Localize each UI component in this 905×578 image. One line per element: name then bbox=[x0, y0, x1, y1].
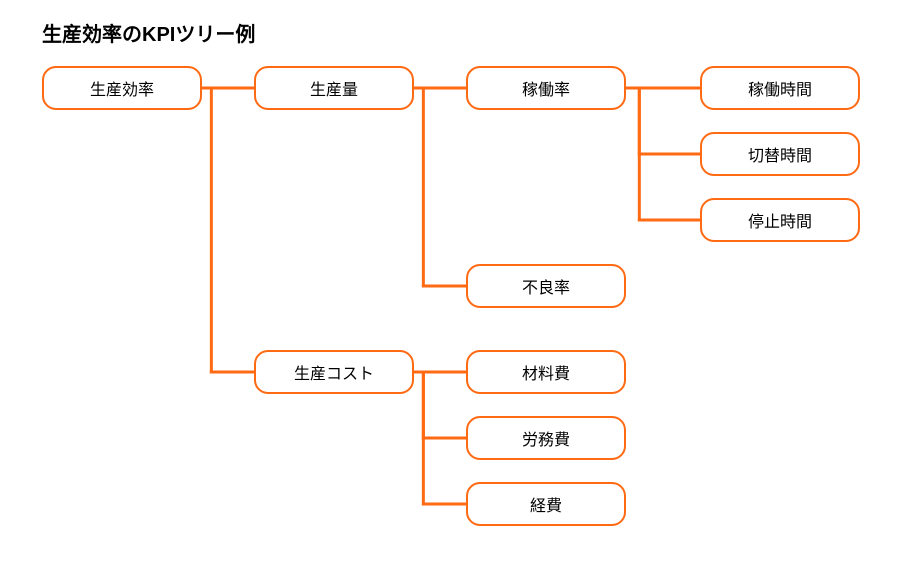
tree-node-label: 生産効率 bbox=[90, 76, 154, 100]
tree-node-stop: 停止時間 bbox=[700, 198, 860, 242]
tree-node-oper: 稼働率 bbox=[466, 66, 626, 110]
tree-node-exp: 経費 bbox=[466, 482, 626, 526]
diagram-canvas: 生産効率のKPIツリー例 生産効率 生産量生産コスト 稼働率不良率材料費労務費経費 稼… bbox=[0, 0, 905, 578]
tree-node-root: 生産効率 bbox=[42, 66, 202, 110]
tree-node-label: 経費 bbox=[530, 492, 562, 516]
diagram-title: 生産効率のKPIツリー例 bbox=[42, 18, 255, 47]
tree-node-mat: 材料費 bbox=[466, 350, 626, 394]
tree-node-label: 停止時間 bbox=[748, 208, 812, 232]
tree-node-defect: 不良率 bbox=[466, 264, 626, 308]
tree-node-label: 稼働率 bbox=[522, 76, 570, 100]
tree-node-label: 生産量 bbox=[310, 76, 358, 100]
tree-node-vol: 生産量 bbox=[254, 66, 414, 110]
tree-node-label: 生産コスト bbox=[294, 360, 374, 384]
tree-node-cost: 生産コスト bbox=[254, 350, 414, 394]
tree-node-label: 不良率 bbox=[522, 274, 570, 298]
tree-node-lab: 労務費 bbox=[466, 416, 626, 460]
tree-node-chg: 切替時間 bbox=[700, 132, 860, 176]
tree-node-label: 稼働時間 bbox=[748, 76, 812, 100]
tree-node-run: 稼働時間 bbox=[700, 66, 860, 110]
tree-node-label: 切替時間 bbox=[748, 142, 812, 166]
tree-node-label: 材料費 bbox=[522, 360, 570, 384]
tree-node-label: 労務費 bbox=[522, 426, 570, 450]
